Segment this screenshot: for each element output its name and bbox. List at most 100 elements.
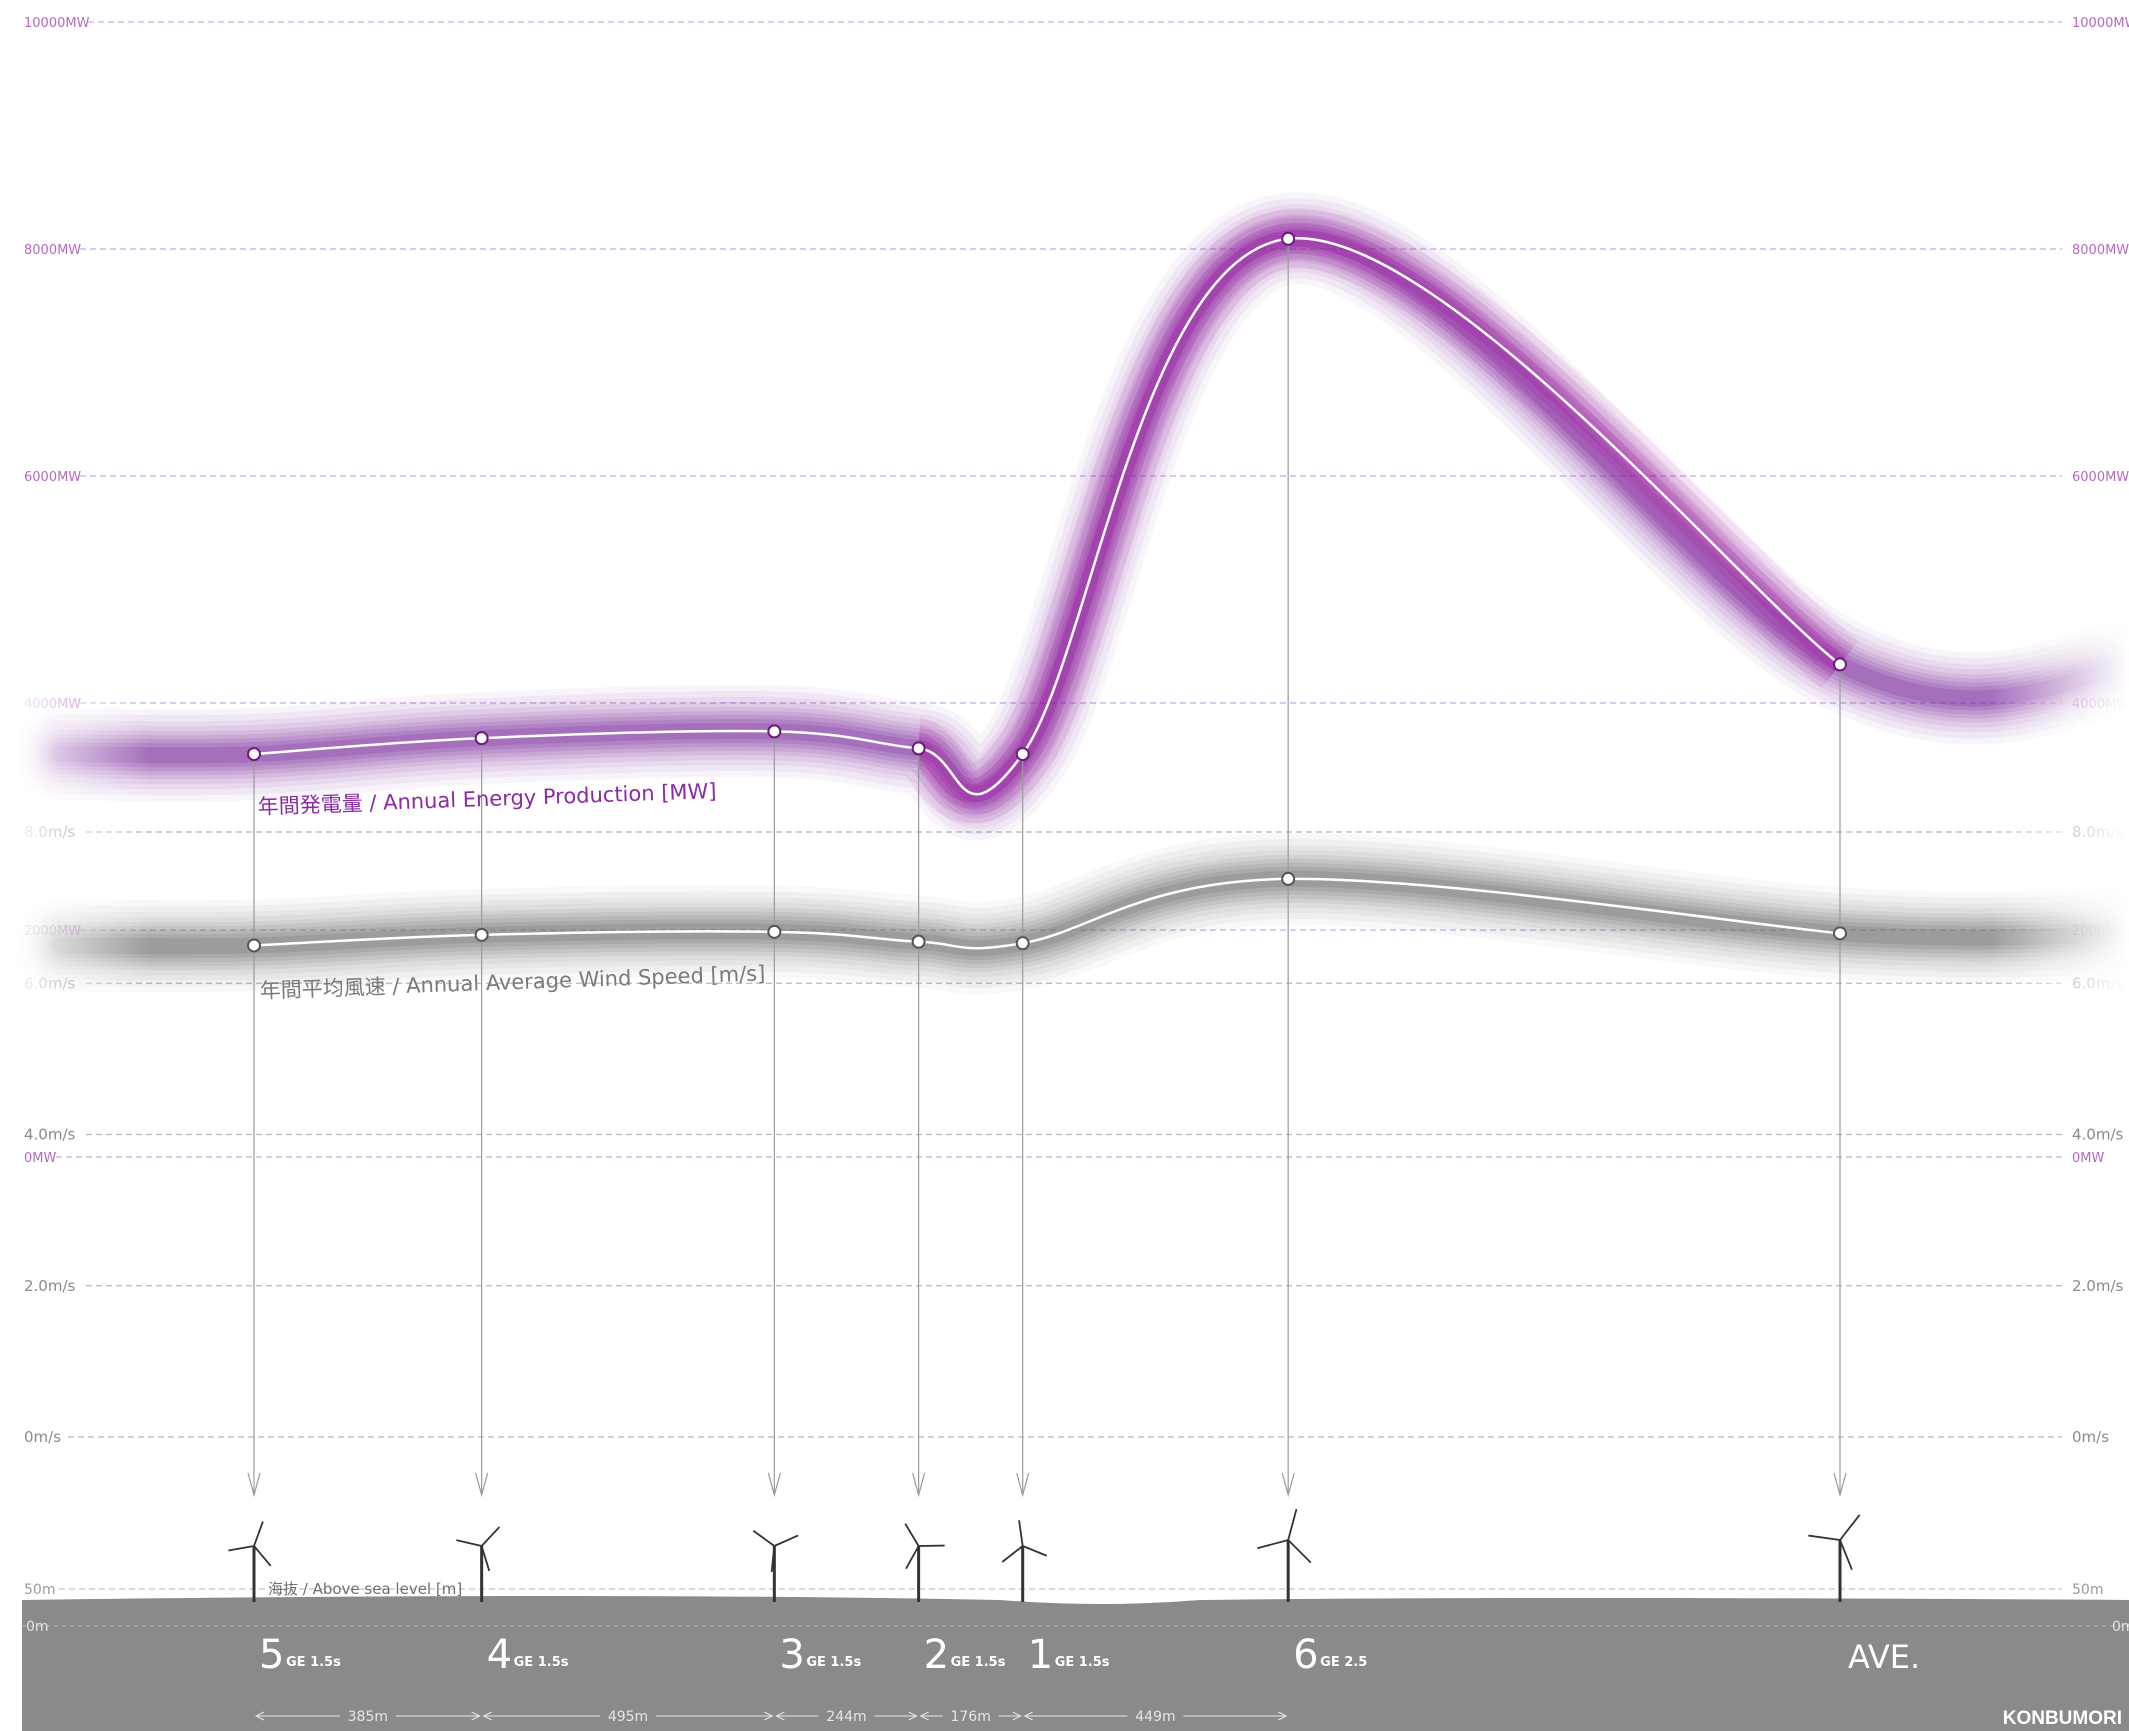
turbine-labels: 5 GE 1.5s 4 GE 1.5s 3 GE 1.5s 2 GE 1.5s 1 GE 1.5s… xyxy=(259,1632,1920,1678)
data-points xyxy=(247,231,1847,953)
gridlines xyxy=(56,21,2062,1590)
turbine-icon xyxy=(1001,1520,1048,1602)
tick-label: 2.0m/s xyxy=(2072,1277,2124,1295)
wind-point xyxy=(474,927,489,942)
turbine-icon xyxy=(456,1526,501,1602)
turbine-blade xyxy=(1839,1539,1853,1571)
turbine-model: GE 1.5s xyxy=(1055,1655,1110,1670)
distance-label: 176m xyxy=(950,1709,990,1725)
turbine-number: 3 xyxy=(779,1632,804,1678)
tick-label: 6000MW xyxy=(2072,470,2129,485)
distance-arrow xyxy=(1277,1711,1288,1721)
drop-arrow xyxy=(475,1472,489,1498)
turbine-blade xyxy=(752,1529,775,1547)
turbine-model: GE 1.5s xyxy=(806,1655,861,1670)
drop-arrow xyxy=(1833,1472,1847,1498)
distance-arrow xyxy=(482,1711,492,1721)
drop-arrow xyxy=(1281,1472,1295,1498)
tick-label: 0MW xyxy=(2072,1151,2104,1166)
ground-profile: 0m 0m xyxy=(22,1596,2129,1731)
turbine-model: GE 1.5s xyxy=(286,1655,341,1670)
tick-label: 2.0m/s xyxy=(24,1277,76,1295)
drop-arrow xyxy=(1016,1472,1030,1498)
turbine-number: 4 xyxy=(487,1632,512,1678)
wind-point xyxy=(1833,926,1847,941)
distance-label: 495m xyxy=(608,1709,648,1725)
left-fade-mask xyxy=(0,650,150,1050)
energy-point xyxy=(474,731,489,746)
turbine-blade xyxy=(253,1521,264,1547)
turbine-blade xyxy=(1287,1508,1298,1541)
tick-label: 0m/s xyxy=(2072,1428,2109,1446)
turbine-number: 5 xyxy=(259,1632,284,1678)
turbine-blade xyxy=(1257,1539,1289,1550)
tick-label: 0m xyxy=(26,1619,49,1635)
turbine-number: 6 xyxy=(1293,1632,1318,1678)
wind-point xyxy=(911,934,926,949)
wind-point xyxy=(1015,936,1030,951)
turbine-blade xyxy=(228,1545,255,1552)
tick-label: 4.0m/s xyxy=(24,1126,76,1144)
energy-peak-band xyxy=(912,223,1850,809)
tick-label: 0m/s xyxy=(24,1428,61,1446)
tick-label: 0m xyxy=(2112,1619,2129,1635)
distance-arrow xyxy=(254,1711,265,1721)
tick-label: 50m xyxy=(2072,1582,2103,1598)
distance-label: 244m xyxy=(826,1709,866,1725)
turbine-drop-lines xyxy=(247,238,1847,1498)
distance-label: 449m xyxy=(1135,1709,1175,1725)
energy-line xyxy=(253,237,1841,796)
turbine-blade xyxy=(1022,1545,1048,1557)
turbine-blade xyxy=(480,1526,501,1547)
turbine-blade xyxy=(1839,1514,1861,1541)
turbine-icon xyxy=(228,1521,272,1602)
tick-label: 10000MW xyxy=(2072,16,2129,31)
turbine-icon xyxy=(752,1529,799,1602)
turbine-blade xyxy=(253,1545,272,1567)
wind-point xyxy=(247,938,261,953)
distance-arrow xyxy=(764,1711,774,1721)
turbine-blade xyxy=(1287,1539,1312,1564)
ground-fill xyxy=(22,1596,2129,1731)
energy-point xyxy=(1281,231,1296,246)
elevation-label: 海抜 / Above sea level [m] xyxy=(268,1580,462,1598)
distance-arrow xyxy=(1023,1711,1033,1721)
turbine-blade xyxy=(1001,1545,1024,1563)
tick-label: 0MW xyxy=(24,1151,56,1166)
wind-point xyxy=(767,924,782,939)
turbine-blade xyxy=(1018,1520,1024,1547)
turbine-icon xyxy=(1808,1514,1861,1602)
turbine-number: 1 xyxy=(1028,1632,1053,1678)
energy-point xyxy=(247,747,261,762)
turbine-number: AVE. xyxy=(1848,1638,1920,1676)
turbine-model: GE 1.5s xyxy=(514,1655,569,1670)
right-fade-mask xyxy=(1990,560,2129,1060)
turbine-number: 2 xyxy=(924,1632,949,1678)
tick-label: 10000MW xyxy=(24,16,90,31)
wind-point xyxy=(1281,871,1296,886)
turbine-blade xyxy=(770,1545,776,1572)
drop-arrow xyxy=(912,1472,926,1498)
turbine-model: GE 2.5 xyxy=(1320,1655,1367,1670)
energy-point xyxy=(1833,657,1847,672)
turbine-icon xyxy=(904,1523,945,1602)
turbine-blade xyxy=(1808,1534,1841,1541)
drop-arrow xyxy=(247,1472,261,1498)
series-bands xyxy=(14,192,2129,995)
energy-point xyxy=(911,741,926,756)
turbine-icon xyxy=(1257,1508,1312,1602)
drop-arrow xyxy=(767,1472,781,1498)
distance-arrow xyxy=(1012,1711,1022,1721)
distance-arrow xyxy=(919,1711,929,1721)
turbine-icons xyxy=(228,1508,1861,1602)
turbine-blade xyxy=(480,1545,491,1572)
distance-arrow xyxy=(908,1711,918,1721)
tick-label: 50m xyxy=(24,1582,55,1598)
tick-label: 8000MW xyxy=(2072,243,2129,258)
distance-label: 385m xyxy=(348,1709,388,1725)
turbine-blade xyxy=(773,1534,799,1547)
turbine-blade xyxy=(905,1545,920,1570)
tick-label: 4.0m/s xyxy=(2072,1126,2124,1144)
turbine-model: GE 1.5s xyxy=(951,1655,1006,1670)
